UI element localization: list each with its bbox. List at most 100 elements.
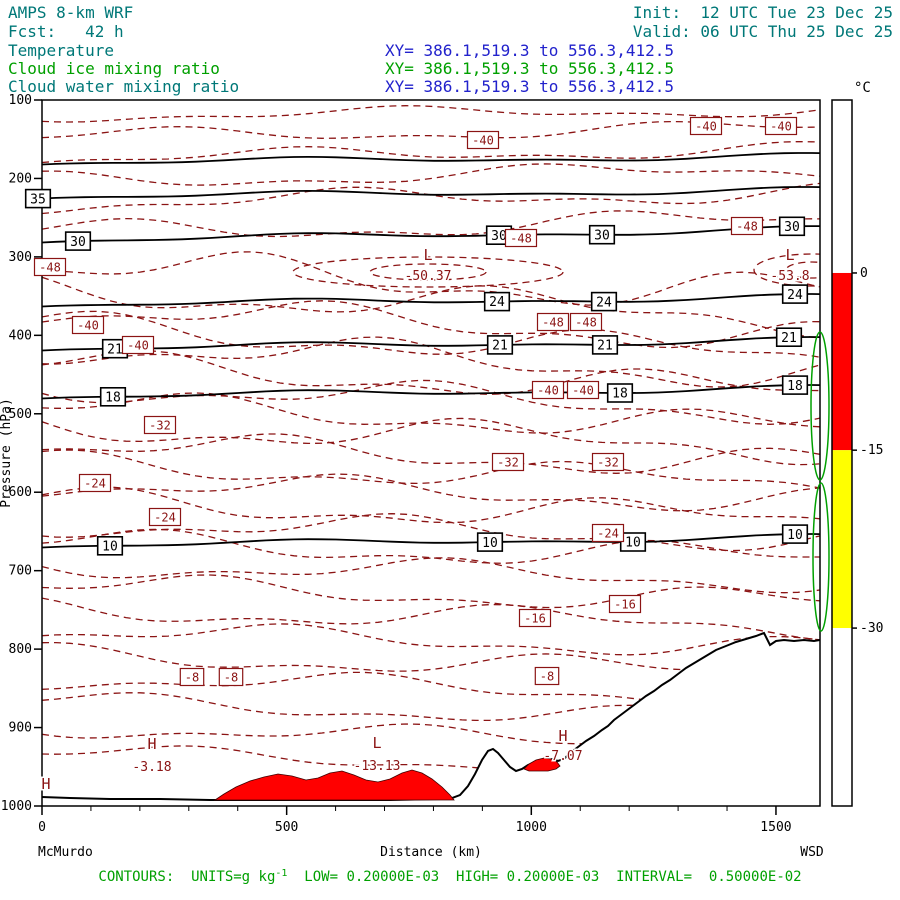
extrema-markers: L -50.37 L -53.8 H -3.18 L -13.13 H -7.07 H [40, 245, 811, 795]
svg-text:H: H [147, 735, 156, 753]
svg-text:10: 10 [787, 528, 803, 543]
temp-contour--14 [42, 597, 820, 641]
svg-text:30: 30 [594, 228, 610, 243]
svg-text:300: 300 [9, 250, 32, 265]
svg-text:H: H [41, 775, 50, 793]
svg-text:-53.8: -53.8 [770, 269, 809, 284]
temp-contour-closed--52 [785, 261, 820, 279]
temp-contour--46 [42, 276, 820, 339]
svg-text:1500: 1500 [760, 820, 791, 835]
temp-contour--42 [42, 140, 820, 164]
svg-text:-40: -40 [472, 133, 494, 147]
svg-text:-48: -48 [542, 315, 564, 329]
svg-text:-32: -32 [497, 455, 519, 469]
temp-contour--16 [42, 574, 820, 609]
temp-contour--32 [42, 417, 820, 466]
legend-xy-temperature: XY= 386.1,519.3 to 556.3,412.5 [385, 41, 674, 60]
wind-contour-21 [42, 336, 820, 352]
colorbar-units: °C [854, 80, 871, 96]
svg-text:900: 900 [9, 721, 32, 736]
svg-text:-7.07: -7.07 [543, 749, 582, 764]
temp-contour--30 [42, 433, 820, 474]
init-time: Init: 12 UTC Tue 23 Dec 25 [632, 3, 893, 22]
svg-text:-24: -24 [154, 510, 176, 524]
svg-text:18: 18 [612, 387, 628, 402]
svg-text:-3.18: -3.18 [132, 760, 171, 775]
contour-labels: 35 30 30 30 30 24 24 24 21 21 21 21 18 18 18 10 10 10 10 -4… [24, 116, 809, 687]
svg-text:-48: -48 [736, 219, 758, 233]
temp-contour--28 [42, 449, 820, 489]
svg-text:-15: -15 [860, 443, 883, 458]
svg-text:100: 100 [9, 93, 32, 108]
caption-units: CONTOURS: UNITS=g kg [98, 869, 276, 885]
temp-contour--44 [42, 163, 820, 186]
svg-text:21: 21 [781, 331, 797, 346]
temp-contour--12 [42, 623, 820, 656]
svg-text:-16: -16 [614, 597, 636, 611]
wind-contour-18 [42, 384, 820, 400]
wind-contour-x [42, 152, 820, 166]
wind-contour-10 [42, 533, 820, 549]
svg-text:1000: 1000 [1, 799, 32, 814]
terrain [42, 631, 820, 806]
svg-text:-40: -40 [572, 383, 594, 397]
svg-text:-40: -40 [537, 383, 559, 397]
svg-text:-32: -32 [149, 418, 171, 432]
svg-text:-8: -8 [540, 669, 554, 683]
svg-text:30: 30 [784, 220, 800, 235]
legend-xy-cloud-water: XY= 386.1,519.3 to 556.3,412.5 [385, 77, 674, 96]
svg-text:L: L [372, 734, 381, 752]
legend-label-cloud-ice: Cloud ice mixing ratio [8, 59, 220, 78]
wind-contour-24 [42, 293, 820, 308]
temp-contour--10 [42, 641, 820, 681]
cloud-ice-contours [810, 331, 830, 632]
colorbar: 0 -15 -30 °C [831, 80, 883, 807]
temperature-contours [42, 105, 820, 772]
svg-text:L: L [785, 246, 794, 264]
svg-text:35: 35 [30, 192, 46, 207]
svg-text:-16: -16 [524, 611, 546, 625]
temp-contour--44 [42, 300, 820, 349]
svg-text:0: 0 [860, 266, 868, 281]
temp-contour--48 [42, 251, 820, 306]
svg-text:-40: -40 [695, 119, 717, 133]
svg-text:-50.37: -50.37 [405, 269, 452, 284]
wind-contours [42, 152, 820, 549]
temp-contour--42 [42, 310, 820, 358]
svg-text:-48: -48 [575, 315, 597, 329]
legend-xy-cloud-ice: XY= 386.1,519.3 to 556.3,412.5 [385, 59, 674, 78]
temp-contour--20 [42, 528, 820, 564]
svg-text:-40: -40 [127, 338, 149, 352]
svg-text:500: 500 [9, 407, 32, 422]
svg-text:10: 10 [102, 539, 118, 554]
svg-text:10: 10 [625, 536, 641, 551]
model-name: AMPS 8-km WRF [8, 3, 134, 22]
svg-text:1000: 1000 [516, 820, 547, 835]
temp-contour--26 [42, 473, 820, 512]
legend-label-cloud-water: Cloud water mixing ratio [8, 77, 240, 96]
svg-text:-8: -8 [185, 670, 199, 684]
svg-text:-40: -40 [770, 119, 792, 133]
temp-contour--48 [42, 210, 820, 238]
svg-text:-40: -40 [77, 318, 99, 332]
svg-text:700: 700 [9, 564, 32, 579]
wind-contour-30 [42, 225, 820, 244]
svg-text:24: 24 [489, 295, 505, 310]
temp-contour--40 [42, 105, 820, 123]
temp-contour--38 [42, 350, 820, 395]
svg-text:800: 800 [9, 642, 32, 657]
temp-contour-closed--50 [292, 256, 564, 288]
valid-time: Valid: 06 UTC Thu 25 Dec 25 [632, 22, 893, 41]
contour-info-caption: CONTOURS: UNITS=g kg-1 LOW= 0.20000E-03 … [0, 868, 900, 885]
forecast-hour: Fcst: 42 h [8, 22, 124, 41]
svg-text:-24: -24 [84, 476, 106, 490]
svg-text:21: 21 [597, 339, 613, 354]
svg-text:-8: -8 [224, 670, 238, 684]
svg-text:-24: -24 [597, 526, 619, 540]
svg-text:400: 400 [9, 328, 32, 343]
cloud-water-regions [213, 757, 561, 801]
x-axis-title: Distance (km) [380, 845, 482, 860]
y-axis-title: Pressure (hPa) [0, 398, 14, 508]
temp-contour--40 [42, 336, 820, 388]
